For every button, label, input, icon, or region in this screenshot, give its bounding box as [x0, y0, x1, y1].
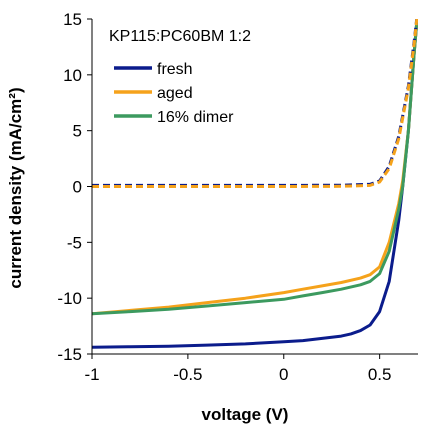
legend-label: fresh — [157, 61, 193, 78]
legend: fresh aged 16% dimer — [114, 61, 234, 126]
series-group — [92, 19, 418, 349]
x-tick-label: -1 — [84, 365, 99, 384]
x-axis-title: voltage (V) — [202, 405, 289, 424]
y-tick-label: -5 — [67, 233, 82, 252]
legend-label: 16% dimer — [157, 109, 234, 126]
tick-labels-group: -15 -10 -5 0 5 10 15 -1 -0.5 0 0.5 — [57, 10, 391, 384]
series-line-16-dimer-light — [92, 19, 418, 316]
y-tick-label: 10 — [63, 66, 82, 85]
axes-group — [87, 18, 418, 359]
y-tick-label: -10 — [57, 289, 82, 308]
y-tick-label: -15 — [57, 345, 82, 364]
y-tick-label: 15 — [63, 10, 82, 29]
series-line-aged-light — [92, 19, 418, 316]
legend-label: aged — [157, 85, 193, 102]
y-tick-label: 0 — [73, 178, 82, 197]
y-tick-label: 5 — [73, 122, 82, 141]
x-tick-label: 0 — [279, 365, 288, 384]
series-line-aged-dark — [92, 19, 418, 188]
x-tick-label: -0.5 — [173, 365, 202, 384]
y-axis-title: current density (mA/cm²) — [6, 87, 25, 288]
chart-annotation: KP115:PC60BM 1:2 — [109, 28, 251, 45]
x-tick-label: 0.5 — [368, 365, 392, 384]
